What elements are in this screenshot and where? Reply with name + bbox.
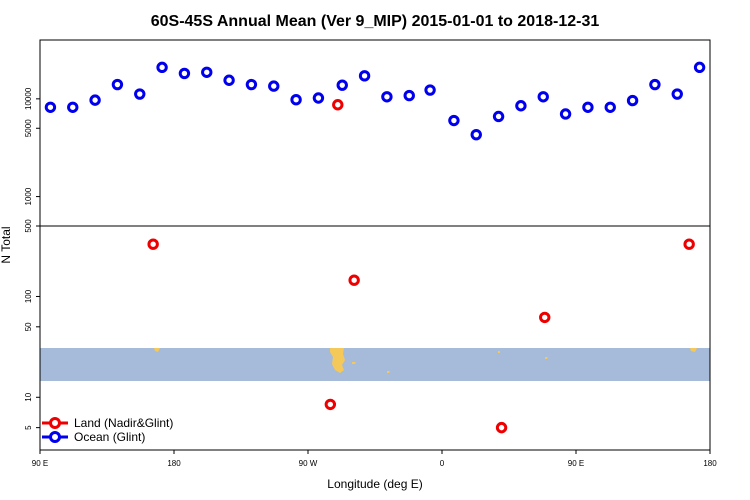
ocean-point bbox=[649, 78, 661, 91]
land-y-tick-label: 50 bbox=[24, 322, 33, 331]
land-y-tick-label: 10 bbox=[24, 392, 33, 401]
land-point bbox=[539, 311, 551, 324]
ocean-point bbox=[223, 74, 235, 86]
ocean-point bbox=[515, 100, 527, 112]
ocean-point bbox=[67, 101, 79, 113]
x-tick-label: 90 W bbox=[299, 459, 318, 468]
x-axis-ticks: 90 E 180 90 W 0 90 E 180 bbox=[32, 450, 717, 468]
y-axis-ticks: 500 1000 5000 10000 5 10 50 100 bbox=[24, 87, 40, 430]
tasmania-edge bbox=[690, 348, 697, 352]
x-tick-label: 180 bbox=[167, 459, 181, 468]
y-axis-label: N Total bbox=[0, 226, 13, 263]
land-point bbox=[332, 99, 344, 111]
legend-ocean-label: Ocean (Glint) bbox=[74, 430, 145, 444]
land-point bbox=[495, 421, 508, 434]
ocean-point bbox=[358, 70, 371, 82]
ocean-point bbox=[381, 91, 393, 103]
ocean-point bbox=[693, 61, 706, 74]
ocean-point bbox=[44, 101, 57, 113]
x-axis-label: Longitude (deg E) bbox=[327, 477, 422, 491]
ocean-point bbox=[312, 92, 325, 104]
legend: Land (Nadir&Glint) Ocean (Glint) bbox=[42, 416, 173, 444]
x-tick-label: 180 bbox=[703, 459, 717, 468]
ocean-point bbox=[626, 94, 639, 107]
falklands bbox=[352, 362, 356, 364]
nz-south bbox=[154, 348, 160, 352]
ocean-point bbox=[89, 94, 101, 106]
data-points bbox=[44, 61, 706, 434]
ocean-y-tick-label: 10000 bbox=[24, 87, 33, 110]
land-point bbox=[324, 398, 337, 411]
chart-title: 60S-45S Annual Mean (Ver 9_MIP) 2015-01-… bbox=[151, 13, 600, 30]
land-shapes bbox=[154, 348, 697, 373]
small-island bbox=[498, 351, 500, 353]
x-tick-label: 90 E bbox=[568, 459, 584, 468]
ocean-point bbox=[245, 78, 258, 91]
ocean-point bbox=[582, 101, 594, 113]
x-tick-label: 0 bbox=[440, 459, 445, 468]
south-america-tip bbox=[330, 348, 345, 373]
ocean-y-tick-label: 1000 bbox=[24, 187, 33, 205]
x-tick-label: 90 E bbox=[32, 459, 48, 468]
land-y-tick-label: 100 bbox=[24, 289, 33, 303]
ocean-point bbox=[134, 88, 146, 100]
kerguelen bbox=[545, 357, 548, 359]
ocean-point bbox=[424, 84, 436, 96]
ocean-point bbox=[336, 79, 348, 91]
ocean-point bbox=[403, 89, 415, 102]
land-point bbox=[683, 238, 695, 250]
ocean-point bbox=[268, 80, 280, 92]
map-strip bbox=[40, 348, 710, 381]
plot-frame bbox=[39, 39, 711, 451]
land-point bbox=[147, 238, 159, 250]
ocean-point bbox=[111, 78, 124, 91]
ocean-y-tick-label: 5000 bbox=[24, 119, 33, 137]
land-y-tick-label: 5 bbox=[24, 425, 33, 430]
ocean-point bbox=[537, 91, 549, 103]
south-georgia bbox=[387, 371, 390, 373]
ocean-y-tick-label: 500 bbox=[24, 219, 33, 233]
ocean-point bbox=[604, 101, 616, 113]
legend-land-label: Land (Nadir&Glint) bbox=[74, 416, 173, 430]
land-point bbox=[348, 274, 360, 286]
ocean-point bbox=[290, 94, 302, 106]
ocean-point bbox=[671, 88, 683, 100]
ocean-point bbox=[178, 67, 191, 80]
ocean-point bbox=[156, 61, 168, 74]
ocean-point bbox=[201, 66, 213, 78]
ocean-point bbox=[470, 128, 482, 141]
ocean-point bbox=[559, 108, 572, 120]
legend-ocean-marker bbox=[49, 431, 61, 443]
legend-land-marker bbox=[49, 417, 61, 429]
ocean-point bbox=[492, 110, 505, 123]
ocean-strip bbox=[40, 348, 710, 381]
ocean-point bbox=[448, 114, 460, 127]
